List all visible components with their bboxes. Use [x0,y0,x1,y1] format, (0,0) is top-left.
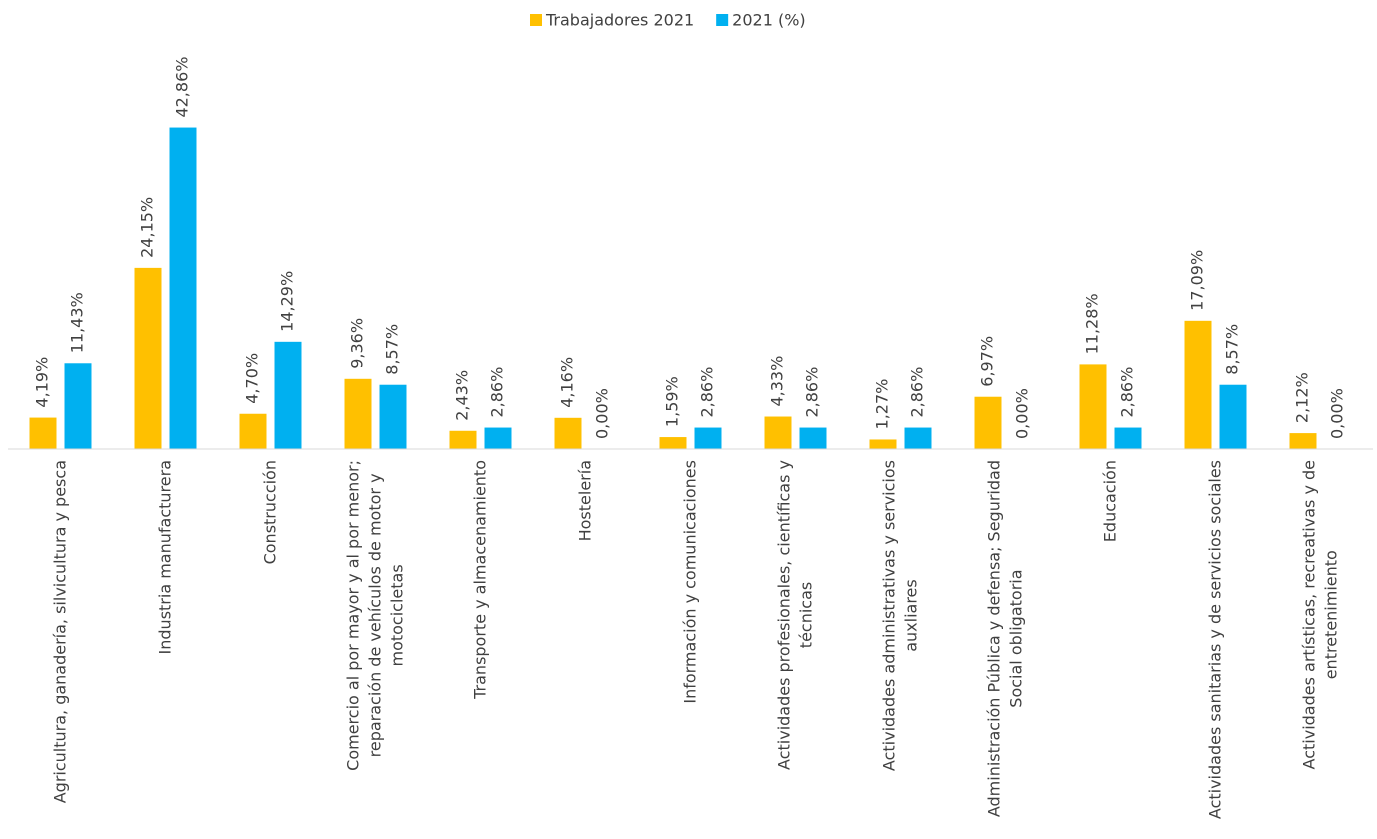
value-label: 9,36% [348,318,367,369]
bar [1114,427,1142,449]
bar [64,363,92,449]
value-label: 0,00% [1328,388,1347,439]
x-tick-label: Actividades administrativas y servicios a… [879,460,920,771]
bar [554,417,582,449]
value-label: 11,28% [1083,293,1102,354]
value-label: 8,57% [383,324,402,375]
bar [134,267,162,449]
x-tick-label: Hostelería [575,460,594,541]
value-label: 6,97% [978,336,997,387]
legend: Trabajadores 2021 2021 (%) [530,11,806,30]
bar [379,384,407,449]
value-label: 0,00% [1013,388,1032,439]
x-tick-label: Industria manufacturera [155,460,174,654]
bar [694,427,722,449]
value-label: 24,15% [138,197,157,258]
value-label: 4,33% [768,356,787,407]
bar [1219,384,1247,449]
legend-swatch [716,14,729,26]
bar [239,413,267,449]
value-label: 4,16% [558,357,577,408]
value-label: 1,59% [663,376,682,427]
bar [1184,320,1212,449]
bar [274,341,302,449]
x-tick-label: Comercio al por mayor y al por menor; rep… [343,460,406,771]
legend-swatch [530,14,542,26]
value-label: 2,86% [1118,367,1137,418]
value-label: 2,86% [488,367,507,418]
x-tick-label: Actividades profesionales, científicas y… [774,460,815,770]
value-label: 2,86% [803,367,822,418]
x-tick-label: Administración Pública y defensa; Seguri… [984,460,1025,817]
value-label: 14,29% [278,271,297,332]
bar [29,417,57,449]
bar [169,127,197,450]
value-label: 1,27% [873,379,892,430]
value-label: 4,70% [243,353,262,404]
value-label: 17,09% [1188,250,1207,311]
x-tick-label: Transporte y almacenamiento [470,460,489,700]
value-label: 2,86% [908,367,927,418]
x-tick-label: Actividades artísticas, recreativas y de… [1299,460,1340,769]
bar [974,396,1002,449]
bar [764,416,792,449]
value-label: 0,00% [593,388,612,439]
bar [869,439,897,449]
value-label: 2,43% [453,370,472,421]
bar [1289,433,1317,449]
value-label: 4,19% [33,357,52,408]
legend-label: Trabajadores 2021 [545,11,694,30]
value-label: 11,43% [68,292,87,353]
x-tick-label: Actividades sanitarias y de servicios so… [1205,460,1224,819]
legend-label: 2021 (%) [732,11,806,30]
bar [449,430,477,449]
bar [484,427,512,449]
bar [1079,364,1107,449]
x-tick-label: Agricultura, ganadería, silvicultura y p… [50,460,69,803]
value-label: 8,57% [1223,324,1242,375]
x-tick-label: Información y comunicaciones [680,460,699,704]
bar [799,427,827,449]
bar [344,378,372,449]
x-tick-label: Construcción [260,460,279,564]
value-label: 2,12% [1293,372,1312,423]
bar [904,427,932,449]
x-tick-label: Educación [1100,460,1119,542]
value-label: 2,86% [698,367,717,418]
value-label: 42,86% [173,57,192,118]
bar [659,437,687,449]
